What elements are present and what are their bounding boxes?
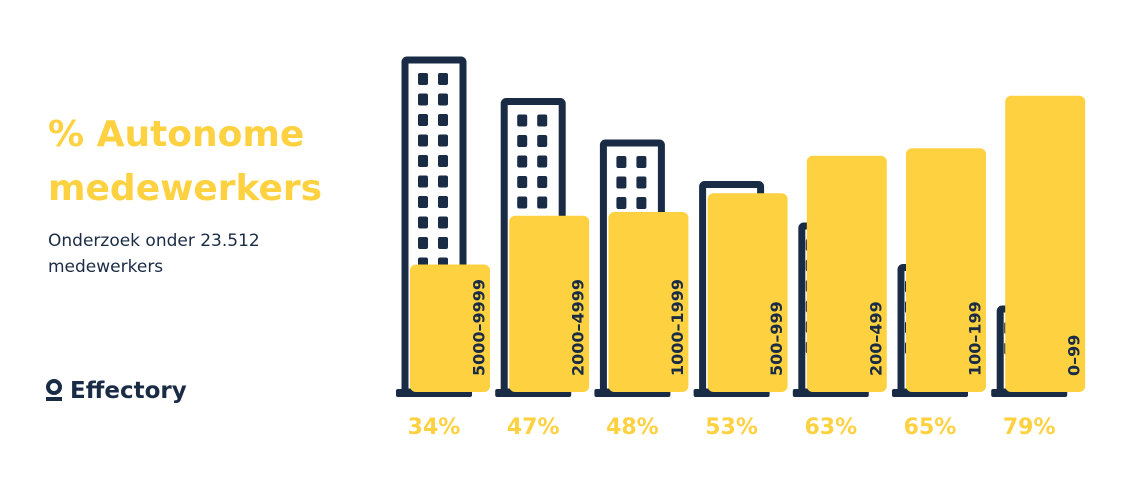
window (537, 176, 548, 188)
category-label: 1000–1999 (668, 279, 687, 376)
bar (707, 193, 788, 392)
window (616, 176, 627, 189)
window (438, 216, 448, 229)
bar (1005, 95, 1086, 392)
bar (608, 212, 689, 392)
window (517, 155, 528, 168)
value-label: 79% (1003, 415, 1056, 440)
chart-subtitle: Onderzoek onder 23.512 medewerkers (48, 231, 260, 277)
window (418, 175, 428, 188)
window (418, 93, 428, 106)
window (438, 175, 448, 188)
window (438, 73, 448, 85)
value-label: 65% (904, 415, 957, 440)
value-label: 47% (507, 415, 560, 440)
value-label: 34% (408, 415, 461, 440)
bar (906, 148, 986, 392)
window (438, 237, 448, 249)
window (418, 216, 428, 229)
category-label: 500–999 (767, 301, 786, 376)
category-label: 200–499 (866, 301, 885, 376)
value-label: 48% (606, 415, 659, 440)
category-label: 100–199 (966, 301, 985, 376)
window (418, 73, 428, 85)
window (438, 93, 448, 106)
window (616, 197, 627, 209)
window (537, 135, 548, 147)
category-label: 2000–4999 (569, 279, 588, 376)
window (616, 156, 627, 168)
window (517, 135, 528, 147)
brand-name: Effectory (70, 378, 187, 404)
window (418, 196, 428, 208)
value-label: 53% (705, 415, 758, 440)
window (418, 134, 428, 147)
window (438, 134, 448, 147)
window (517, 114, 528, 127)
window (636, 197, 647, 209)
window (537, 155, 548, 168)
window (418, 237, 428, 249)
window (517, 196, 528, 209)
window (636, 156, 647, 168)
window (438, 114, 448, 126)
window (418, 114, 428, 126)
window (537, 114, 548, 127)
window (537, 196, 548, 209)
window (438, 155, 448, 167)
brand-icon (46, 379, 62, 401)
window (438, 196, 448, 208)
bar (509, 215, 590, 392)
bar (806, 155, 887, 392)
window (636, 176, 647, 189)
bar (410, 264, 490, 392)
window (517, 176, 528, 188)
brand: Effectory (44, 378, 187, 404)
value-label: 63% (804, 415, 857, 440)
chart-title: % Autonome medewerkers (48, 114, 323, 209)
window (418, 155, 428, 167)
category-label: 5000–9999 (470, 279, 489, 376)
category-label: 0–99 (1065, 335, 1084, 376)
